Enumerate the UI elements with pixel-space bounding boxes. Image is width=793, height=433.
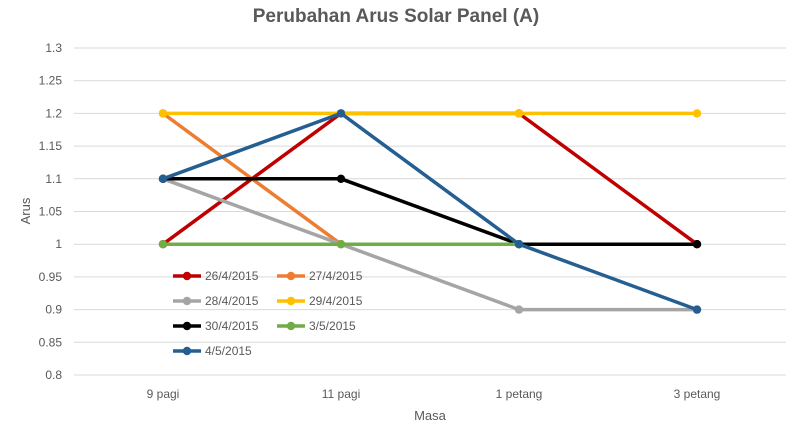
y-tick-label: 1.2	[45, 106, 62, 120]
series-4	[158, 109, 702, 118]
legend-label: 27/4/2015	[309, 269, 363, 283]
y-tick-label: 0.8	[45, 368, 62, 382]
series-line	[161, 177, 699, 246]
y-tick-label: 1.25	[39, 74, 63, 88]
data-point	[336, 240, 346, 249]
legend-swatch-marker	[286, 296, 296, 306]
data-point	[514, 240, 524, 249]
legend-swatch-marker	[182, 346, 192, 356]
y-tick-label: 1.1	[45, 172, 62, 186]
legend-swatch-marker	[286, 271, 296, 281]
data-point	[158, 174, 168, 183]
legend-label: 29/4/2015	[309, 294, 363, 308]
data-point	[158, 109, 168, 118]
y-tick-label: 0.95	[39, 270, 63, 284]
legend-item: 29/4/2015	[277, 294, 363, 308]
data-point	[336, 109, 346, 118]
legend-item: 26/4/2015	[173, 269, 259, 283]
data-point	[692, 305, 702, 314]
data-point	[692, 109, 702, 118]
legend-swatch-marker	[286, 321, 296, 331]
legend-item: 3/5/2015	[277, 319, 356, 333]
legend-label: 30/4/2015	[205, 319, 259, 333]
y-tick-label: 0.9	[45, 303, 62, 317]
legend-swatch-marker	[182, 321, 192, 331]
x-tick-label: 3 petang	[674, 387, 721, 401]
series-6	[158, 240, 524, 249]
data-point	[514, 109, 524, 118]
legend-label: 28/4/2015	[205, 294, 259, 308]
series-line	[161, 111, 699, 312]
series-layer	[158, 109, 702, 314]
chart-title: Perubahan Arus Solar Panel (A)	[253, 6, 539, 27]
series-7	[158, 109, 702, 314]
data-point	[336, 174, 346, 183]
x-tick-label: 9 pagi	[147, 387, 180, 401]
x-tick-label: 1 petang	[496, 387, 543, 401]
x-axis-ticks: 9 pagi 11 pagi 1 petang 3 petang	[147, 387, 721, 401]
legend-label: 4/5/2015	[205, 344, 252, 358]
legend-item: 28/4/2015	[173, 294, 259, 308]
y-tick-label: 1.3	[45, 41, 62, 55]
y-tick-label: 1	[55, 237, 62, 251]
legend-swatch-marker	[182, 271, 192, 281]
x-axis-label: Masa	[414, 408, 447, 423]
legend-item: 4/5/2015	[173, 344, 252, 358]
data-point	[514, 305, 524, 314]
y-tick-label: 0.85	[39, 335, 63, 349]
legend-label: 3/5/2015	[309, 319, 356, 333]
data-point	[692, 240, 702, 249]
y-axis-ticks: 0.8 0.85 0.9 0.95 1 1.05 1.1 1.15 1.2 1.25 1.3	[39, 41, 63, 382]
legend-label: 26/4/2015	[205, 269, 259, 283]
y-tick-label: 1.05	[39, 205, 63, 219]
y-axis-label: Arus	[18, 197, 33, 224]
legend-item: 30/4/2015	[173, 319, 259, 333]
legend: 26/4/2015 27/4/2015 28/4/2015 29/4/2015 30/4…	[173, 269, 363, 358]
series-line	[161, 177, 699, 312]
x-tick-label: 11 pagi	[322, 387, 360, 401]
legend-item: 27/4/2015	[277, 269, 363, 283]
data-point	[158, 240, 168, 249]
legend-swatch-marker	[182, 296, 192, 306]
y-tick-label: 1.15	[39, 139, 63, 153]
